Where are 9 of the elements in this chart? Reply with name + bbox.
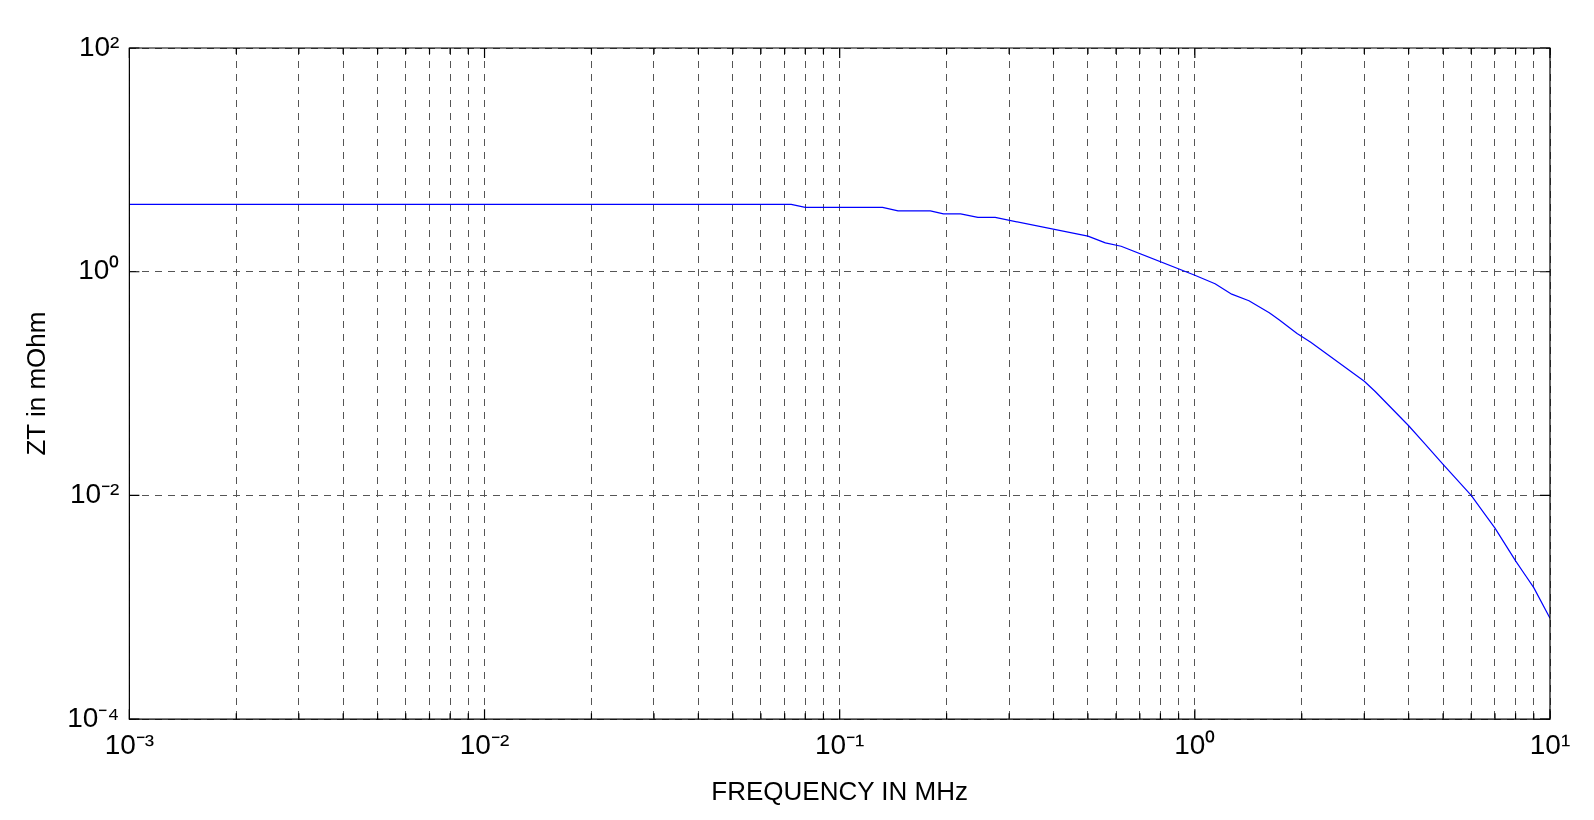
x-tick-label: 10⁻¹ <box>814 728 865 760</box>
x-tick-label: 10⁻² <box>459 728 510 760</box>
y-tick-label: 10⁰ <box>78 254 120 286</box>
y-axis-title: ZT in mOhm <box>20 311 51 456</box>
y-tick-label: 10² <box>78 30 120 62</box>
x-axis-title: FREQUENCY IN MHz <box>711 775 969 806</box>
x-tick-label: 10¹ <box>1529 728 1571 760</box>
x-tick-label: 10⁰ <box>1174 728 1216 760</box>
y-tick-label: 10⁻² <box>69 478 120 510</box>
